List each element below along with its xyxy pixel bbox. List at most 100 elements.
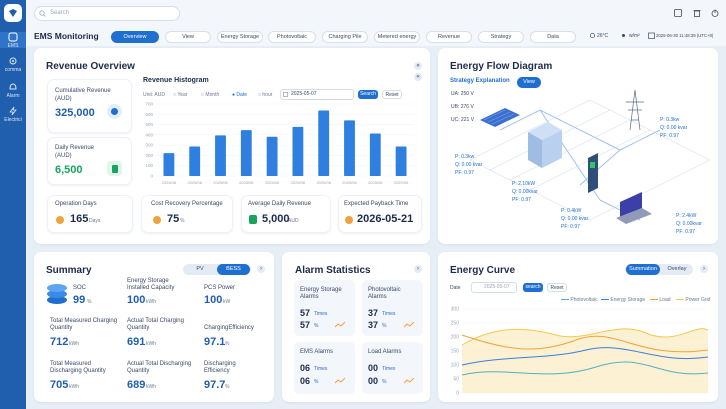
x-tick-label: 2025/06 [187, 180, 202, 185]
search-input[interactable]: Search [34, 6, 180, 21]
x-tick-label: 2025/06 [291, 180, 306, 185]
collapse-icon[interactable]: « [414, 73, 422, 81]
power-icon[interactable] [711, 9, 719, 17]
alarm-pct-unit: % [314, 323, 319, 329]
operation-days-label: Operation Days [55, 201, 97, 207]
alarm-count-unit: Times [314, 366, 328, 372]
next-arrow-icon[interactable]: › [257, 265, 265, 273]
discharging-efficiency-value: 97.7 [204, 379, 226, 391]
y-tick-label: 500 [145, 122, 153, 127]
charging-efficiency-value: 97.1 [204, 336, 226, 348]
page-title: EMS Monitoring [34, 31, 99, 41]
y-tick-label: 300 [145, 143, 153, 148]
period-month[interactable]: ○ Month [201, 92, 220, 98]
hourglass-icon [345, 216, 353, 224]
total-measured-discharging-value: 705 [50, 379, 69, 391]
curve-date-picker[interactable]: 2025-05-07 [471, 282, 517, 293]
charging-pile-icon [588, 153, 598, 193]
period-date[interactable]: ● Date [232, 92, 247, 98]
x-tick-label: 2025/06 [368, 180, 383, 185]
actual-total-discharging-label: Actual Total Discharging Quantity [127, 361, 192, 374]
alarm-card-energy-storage[interactable] [294, 280, 355, 336]
battery-stack-icon [47, 284, 67, 304]
delete-icon[interactable] [693, 9, 701, 17]
sidebar-item-ems[interactable]: EMS [0, 32, 26, 49]
sidebar-item-alarm[interactable]: Alarm [0, 82, 26, 99]
search-button[interactable]: Search [358, 90, 378, 99]
y-tick-label: 150 [451, 349, 460, 355]
pcs-power-value: 100 [204, 294, 223, 306]
power-grid-line [461, 328, 709, 346]
average-daily-revenue-card [241, 195, 331, 233]
toggle-overlay[interactable]: Overlay [667, 266, 687, 272]
x-tick-label: 2025/06 [162, 180, 177, 185]
dashboard-icon [8, 32, 18, 42]
tab-charging-pile[interactable]: Charging Pile [322, 31, 368, 43]
receipt-icon [249, 215, 257, 224]
revenue-histogram-chart: 700 600 500 400 300 200 100 0 2025/06 2025/06 2025… [145, 102, 414, 185]
alarm-card-ems[interactable] [294, 342, 355, 394]
legend-photovoltaic: Photovoltaic [561, 297, 598, 303]
alarm-pct-unit: % [382, 379, 387, 385]
period-year[interactable]: ○ Year [173, 92, 188, 98]
tab-revenue[interactable]: Revenue [426, 31, 472, 43]
expected-payback-value: 2026-05-21 [357, 213, 414, 225]
tab-view[interactable]: View [165, 31, 211, 43]
x-tick-label: 2025/06 [316, 180, 331, 185]
toggle-bess[interactable]: BESS [217, 264, 250, 275]
pv-readings: P: 0.3kw Q: 0.00 kvar PF: 0.97 [455, 154, 483, 176]
curve-reset-button[interactable]: Reset [547, 283, 567, 292]
tab-metered-energy[interactable]: Metered energy [374, 31, 420, 43]
battery-storage-icon [528, 122, 562, 168]
date-picker[interactable]: 2025-05-07 [280, 89, 354, 100]
unit-label: Unit: AUD [143, 92, 165, 98]
pie-chart-icon [153, 216, 161, 224]
y-tick-label: 400 [145, 132, 153, 137]
alarm-label: Energy Storage Alarms [300, 287, 342, 300]
summary-card [34, 252, 274, 402]
toggle-pv[interactable]: PV [196, 266, 204, 272]
charger-readings: P: 0.4kW Q: 0.00 kvar PF: 0.97 [561, 208, 589, 230]
translate-icon[interactable] [674, 9, 682, 17]
alarm-card-photovoltaic[interactable] [362, 280, 423, 336]
alarm-statistics-title: Alarm Statistics [295, 265, 371, 276]
sidebar-item-electrici[interactable]: Electrici [0, 106, 26, 123]
average-daily-revenue-label: Average Daily Revenue [248, 201, 311, 207]
summary-title: Summary [46, 265, 92, 276]
histogram-bar [344, 120, 355, 176]
tab-overview[interactable]: Overview [111, 31, 159, 43]
tab-data[interactable]: Data [530, 31, 576, 43]
histogram-bar [266, 136, 278, 176]
actual-total-charging-label: Actual Total Charging Quantity [127, 318, 184, 331]
period-hour[interactable]: ○ hour [258, 92, 273, 98]
x-tick-label: 2025/06 [265, 180, 280, 185]
search-icon [39, 10, 46, 17]
view-strategy-button[interactable]: View [517, 77, 541, 88]
tab-photovoltaic[interactable]: Photovoltaic [268, 31, 316, 43]
app-logo[interactable] [4, 4, 22, 22]
histogram-bar [369, 133, 381, 176]
reset-button[interactable]: Reset [382, 90, 402, 99]
operation-days-value: 165 [70, 213, 89, 225]
next-arrow-icon[interactable]: › [700, 265, 708, 273]
average-daily-revenue-value: 5,000 [262, 213, 290, 225]
tab-strategy[interactable]: Strategy [478, 31, 524, 43]
alarm-count: 57 [300, 308, 311, 318]
trend-up-icon [404, 322, 414, 328]
expand-icon[interactable]: » [414, 62, 422, 70]
curve-search-button[interactable]: search [523, 283, 543, 292]
soc-value: 99 [73, 294, 86, 306]
tab-energy-storage[interactable]: Energy Storage [217, 31, 263, 43]
y-tick-label: 50 [453, 377, 459, 383]
next-arrow-icon[interactable]: › [414, 265, 422, 273]
actual-total-charging-value: 691 [127, 336, 146, 348]
datetime: 2025-06-30 11:48:39 (UTC+8) [656, 33, 714, 38]
alarm-card-load[interactable] [362, 342, 423, 394]
calendar-icon [648, 32, 655, 39]
alarm-pct: 06 [300, 376, 311, 386]
sidebar-item-comma[interactable]: comma [0, 56, 26, 73]
revenue-histogram-title: Revenue Histogram [143, 77, 209, 84]
toggle-summation[interactable]: Summation [626, 264, 660, 275]
y-tick-label: 300 [451, 307, 460, 313]
cost-recovery-card [141, 195, 233, 233]
